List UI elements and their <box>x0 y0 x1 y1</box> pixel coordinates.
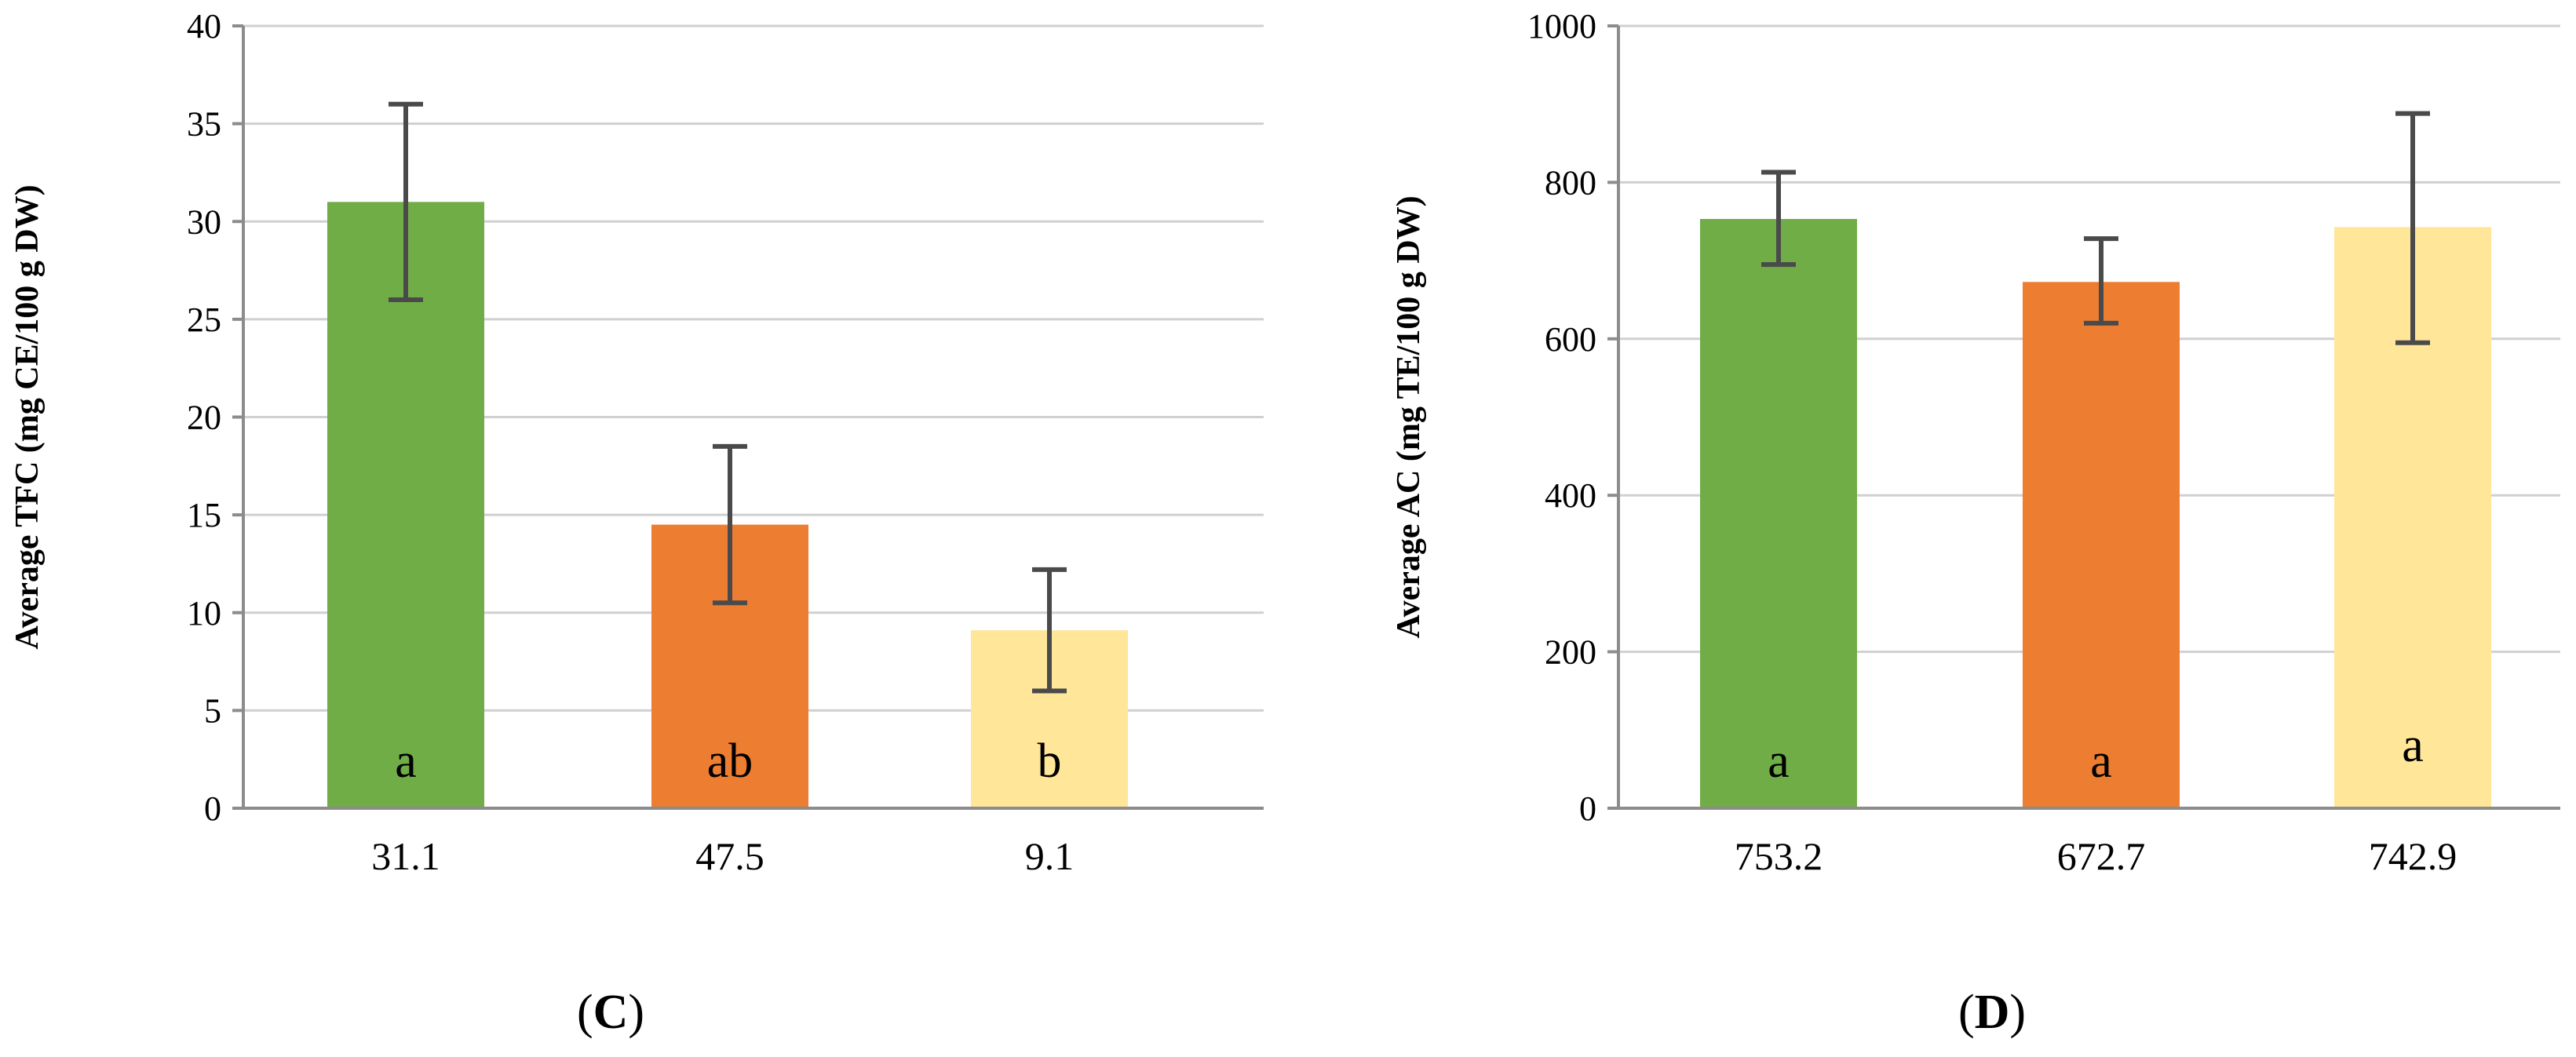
category-label: 753.2 <box>1735 834 1823 878</box>
error-bar <box>713 443 747 606</box>
panel-label: (D) <box>1958 986 2026 1039</box>
category-label: 31.1 <box>371 834 440 878</box>
y-axis-label: Average TFC (mg CE/100 g DW) <box>9 184 46 649</box>
y-tick-label: 400 <box>1545 476 1596 515</box>
y-tick-label: 200 <box>1545 633 1596 672</box>
y-tick-label: 1000 <box>1527 7 1596 46</box>
y-tick-label: 0 <box>204 789 221 828</box>
error-bar <box>1761 169 1796 268</box>
y-tick-label: 20 <box>187 399 221 437</box>
error-bar <box>2084 236 2118 326</box>
y-tick-label: 15 <box>187 496 221 534</box>
bar <box>327 202 484 808</box>
y-tick-label: 30 <box>187 202 221 241</box>
y-tick-label: 0 <box>1579 789 1596 828</box>
category-label: 47.5 <box>695 834 764 878</box>
significance-letter: a <box>2090 734 2112 788</box>
significance-letter: b <box>1038 734 1062 788</box>
bar <box>1700 219 1857 809</box>
category-label: 672.7 <box>2057 834 2146 878</box>
error-bar <box>1032 567 1067 694</box>
y-axis-label: Average AC (mg TE/100 g DW) <box>1391 195 1427 638</box>
significance-letter: a <box>2402 719 2424 772</box>
significance-letter: a <box>395 734 417 788</box>
category-label: 9.1 <box>1025 834 1075 878</box>
chart-panel-c: 0 5 10 15 20 25 30 35 40 a ab b 31.1 47.5 9.1 Average T… <box>9 7 1264 1039</box>
y-tick-label: 35 <box>187 105 221 144</box>
chart-panel-d: 0 200 400 600 800 1000 a a a 753.2 672.7 742.9 Avera… <box>1391 7 2560 1039</box>
y-tick-label: 600 <box>1545 320 1596 359</box>
y-tick-label: 40 <box>187 7 221 46</box>
y-tick-label: 800 <box>1545 163 1596 202</box>
significance-letter: ab <box>707 734 753 788</box>
panel-label: (C) <box>577 986 644 1039</box>
error-bar <box>389 101 423 302</box>
category-label: 742.9 <box>2369 834 2457 878</box>
significance-letter: a <box>1768 734 1790 788</box>
y-tick-label: 25 <box>187 301 221 339</box>
bar <box>2023 282 2180 808</box>
y-tick-label: 5 <box>204 691 221 730</box>
y-tick-label: 10 <box>187 594 221 632</box>
error-bar <box>2395 111 2430 345</box>
